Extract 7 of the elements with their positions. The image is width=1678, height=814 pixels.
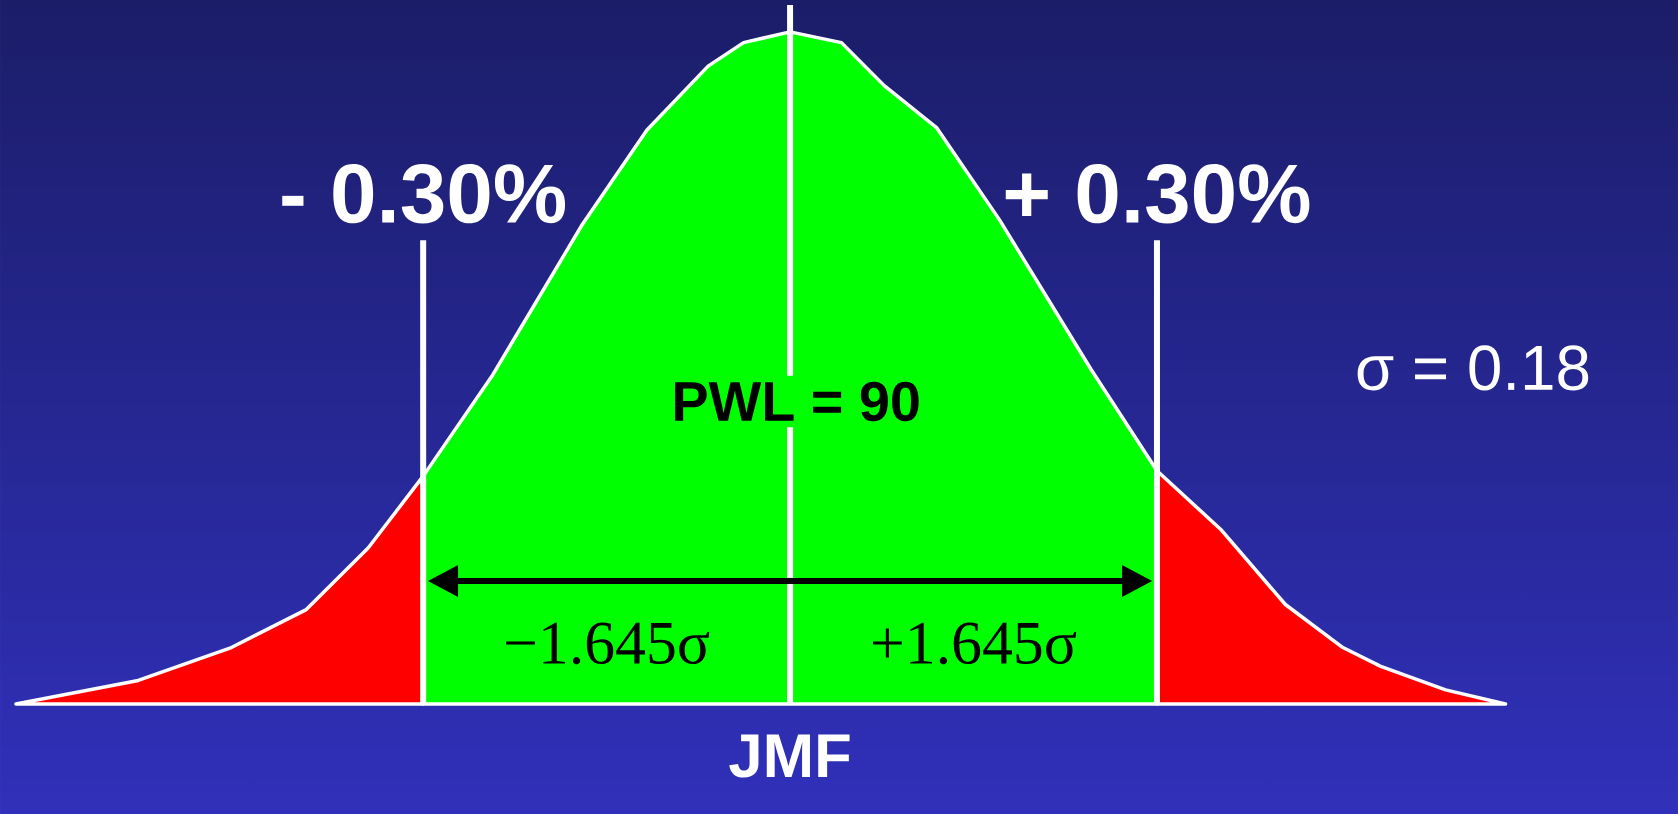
x-tick-label: + 0.30% xyxy=(1005,164,1310,224)
x-tick-label: - 0.30% xyxy=(282,164,566,224)
annotation: PWL = 90 xyxy=(675,381,919,422)
annotation: σ = 0.18 xyxy=(1357,345,1589,391)
annotation: +1.645σ xyxy=(873,622,1077,665)
annotation: −1.645σ xyxy=(506,622,710,665)
ref-line-label: JMF xyxy=(729,734,850,778)
